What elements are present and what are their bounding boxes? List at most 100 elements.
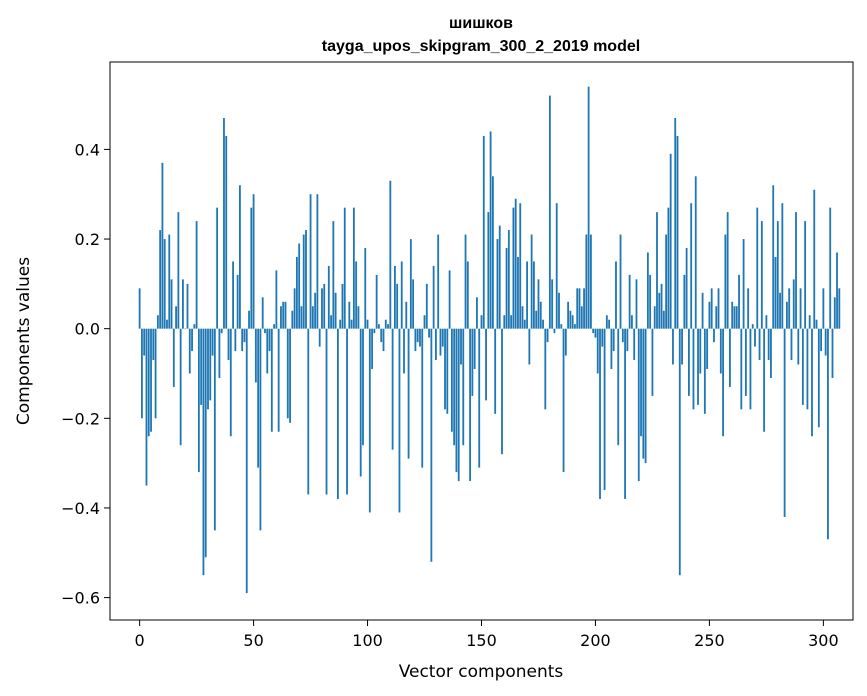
bar — [788, 288, 791, 329]
bar — [177, 212, 180, 329]
bar — [343, 207, 346, 329]
bar — [396, 283, 399, 329]
bar — [729, 328, 731, 387]
bar — [464, 234, 467, 329]
bar — [562, 328, 565, 473]
bar — [781, 203, 784, 329]
bar — [435, 328, 437, 361]
bar — [681, 328, 683, 365]
bar — [815, 319, 818, 329]
bar — [754, 328, 756, 347]
bar — [574, 324, 576, 329]
bar — [476, 297, 478, 329]
bar — [391, 328, 394, 450]
bar — [770, 328, 772, 378]
bar — [733, 306, 736, 329]
bar — [403, 328, 405, 374]
bar — [571, 315, 574, 329]
bar — [234, 328, 237, 352]
bar — [225, 135, 228, 329]
bar — [143, 328, 146, 356]
bar — [615, 261, 617, 329]
bar — [587, 86, 590, 329]
bar — [808, 315, 811, 329]
bar — [407, 328, 410, 459]
bar — [795, 212, 797, 329]
bar — [537, 279, 540, 329]
bar — [473, 328, 476, 370]
x-tick-label: 50 — [243, 631, 263, 650]
bar — [466, 261, 469, 329]
bar — [653, 306, 656, 329]
bar — [414, 328, 417, 352]
bar — [138, 288, 141, 329]
bar — [569, 310, 572, 329]
bar — [765, 315, 768, 329]
bar — [289, 328, 291, 423]
bar — [323, 283, 326, 329]
bar — [423, 315, 426, 329]
x-tick-label: 100 — [352, 631, 383, 650]
bar — [204, 328, 207, 558]
bar — [767, 328, 770, 361]
bar — [223, 118, 225, 329]
bar — [717, 288, 720, 329]
bar — [337, 328, 339, 499]
bar — [703, 328, 706, 414]
bar — [236, 274, 239, 329]
bar — [282, 301, 285, 329]
bar — [498, 225, 501, 329]
x-axis-label: Vector components — [399, 662, 564, 682]
bar — [261, 297, 264, 329]
bar — [389, 180, 392, 329]
bar — [503, 315, 506, 329]
bar — [546, 328, 549, 343]
bar — [150, 328, 152, 432]
bar — [710, 288, 713, 329]
bar — [674, 118, 677, 329]
bar — [507, 230, 510, 329]
bar — [184, 328, 187, 330]
bar — [797, 328, 800, 365]
bar — [366, 319, 369, 329]
bar — [387, 324, 389, 329]
bar — [596, 328, 599, 374]
bar — [145, 328, 148, 486]
bar — [400, 261, 403, 329]
bar — [510, 315, 513, 329]
bar — [776, 221, 779, 329]
bar — [694, 176, 697, 329]
bar — [273, 324, 276, 329]
bar — [270, 328, 273, 432]
bar — [254, 328, 257, 383]
bar — [156, 315, 159, 329]
bar — [471, 328, 474, 396]
bar — [747, 288, 750, 329]
y-axis-label: Components values — [14, 257, 34, 425]
bar — [583, 288, 585, 329]
bar — [284, 301, 287, 329]
bar — [521, 306, 524, 329]
bar — [373, 328, 376, 334]
bar — [382, 328, 385, 352]
bar — [421, 328, 424, 468]
bar — [744, 328, 747, 396]
bar — [311, 306, 314, 329]
bar — [455, 328, 458, 473]
bar — [692, 328, 695, 410]
bar — [448, 270, 451, 329]
bar — [264, 328, 266, 334]
bar — [425, 283, 428, 329]
bar — [658, 292, 661, 329]
bar — [489, 131, 492, 329]
bar — [482, 135, 485, 329]
bar — [824, 328, 827, 356]
bar — [175, 306, 177, 329]
bar — [416, 328, 419, 343]
bar — [409, 239, 412, 329]
bar — [697, 328, 699, 405]
bar — [831, 328, 834, 378]
bar — [722, 328, 724, 437]
bar — [195, 221, 198, 329]
